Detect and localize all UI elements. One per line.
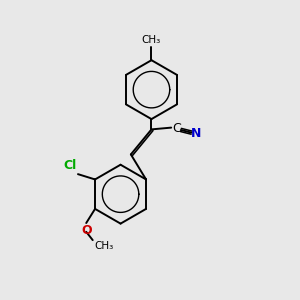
Text: C: C	[172, 122, 181, 135]
Text: Cl: Cl	[63, 159, 76, 172]
Text: CH₃: CH₃	[142, 35, 161, 45]
Text: N: N	[190, 127, 201, 140]
Text: O: O	[81, 224, 92, 238]
Text: CH₃: CH₃	[94, 241, 113, 251]
